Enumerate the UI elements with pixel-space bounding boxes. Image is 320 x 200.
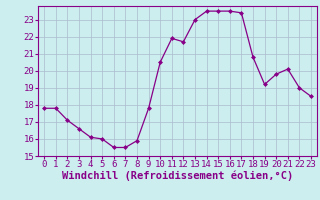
X-axis label: Windchill (Refroidissement éolien,°C): Windchill (Refroidissement éolien,°C) [62,171,293,181]
